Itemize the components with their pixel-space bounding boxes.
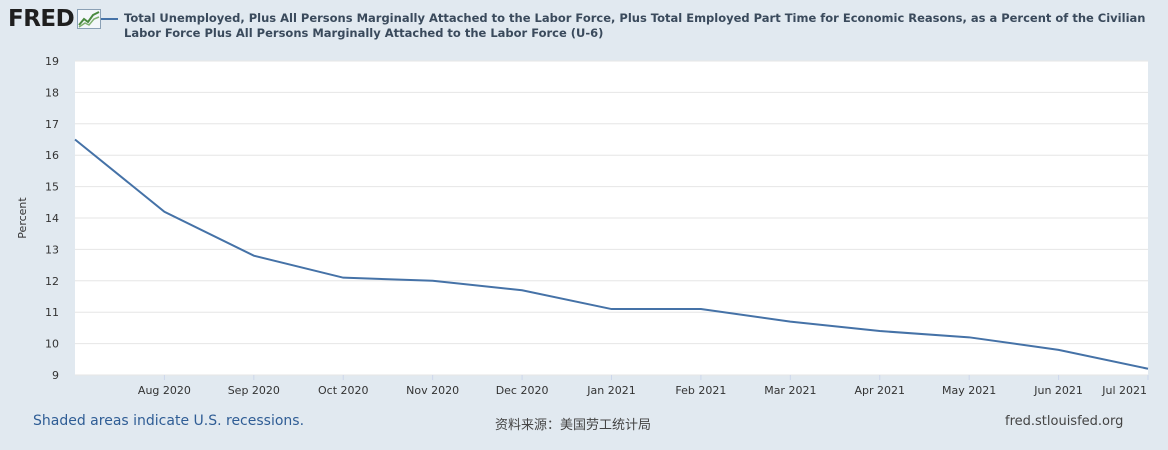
y-tick-label: 19 — [45, 55, 59, 68]
y-axis-label: Percent — [16, 197, 29, 239]
x-tick-label: Mar 2021 — [764, 384, 816, 397]
y-tick-label: 10 — [45, 338, 59, 351]
data-point[interactable] — [337, 272, 349, 284]
data-point[interactable] — [248, 250, 260, 262]
x-tick-label: Jan 2021 — [586, 384, 635, 397]
fred-chart-icon — [77, 9, 102, 29]
grid-lines — [75, 60, 1148, 376]
y-tick-label: 17 — [45, 118, 59, 131]
fred-logo: FRED — [8, 6, 102, 32]
data-point[interactable] — [606, 303, 618, 315]
data-point[interactable] — [1053, 344, 1065, 356]
y-tick-label: 14 — [45, 212, 59, 225]
data-point[interactable] — [695, 303, 707, 315]
y-tick-label: 18 — [45, 86, 59, 99]
x-tick-label: Nov 2020 — [406, 384, 459, 397]
source-note: 资料来源：美国劳工统计局 — [495, 418, 652, 433]
x-tick-label: Aug 2020 — [138, 384, 191, 397]
y-axis-ticks: 9 10 11 12 13 14 15 16 17 18 19 — [45, 55, 59, 382]
series-line-u6[interactable] — [74, 138, 1149, 370]
site-link[interactable]: fred.stlouisfed.org — [1005, 414, 1124, 429]
data-point[interactable] — [874, 325, 886, 337]
x-tick-label: May 2021 — [942, 384, 996, 397]
legend-series-label: Total Unemployed, Plus All Persons Margi… — [124, 11, 1146, 40]
y-tick-label: 9 — [52, 369, 59, 382]
x-tick-label: Dec 2020 — [496, 384, 549, 397]
data-point[interactable] — [784, 316, 796, 328]
y-tick-label: 16 — [45, 149, 59, 162]
y-tick-label: 12 — [45, 275, 59, 288]
x-axis-ticks: Aug 2020 Sep 2020 Oct 2020 Nov 2020 Dec 2020… — [138, 375, 1149, 397]
logo-text: FRED — [8, 6, 75, 32]
data-point[interactable] — [69, 134, 81, 146]
data-point[interactable] — [427, 275, 439, 287]
x-tick-label: Jul 2021 — [1101, 384, 1147, 397]
y-tick-label: 11 — [45, 306, 59, 319]
data-point[interactable] — [1142, 363, 1154, 375]
x-tick-label: Apr 2021 — [854, 384, 905, 397]
data-point[interactable] — [158, 206, 170, 218]
x-tick-label: Oct 2020 — [318, 384, 369, 397]
x-tick-label: Sep 2020 — [228, 384, 280, 397]
x-tick-label: Jun 2021 — [1033, 384, 1083, 397]
y-tick-label: 15 — [45, 181, 59, 194]
data-point[interactable] — [516, 284, 528, 296]
chart-legend[interactable]: Total Unemployed, Plus All Persons Margi… — [101, 11, 1154, 41]
y-tick-label: 13 — [45, 243, 59, 256]
recessions-note: Shaded areas indicate U.S. recessions. — [33, 413, 305, 429]
x-tick-label: Feb 2021 — [675, 384, 726, 397]
legend-swatch — [101, 17, 118, 20]
data-point[interactable] — [963, 331, 975, 343]
